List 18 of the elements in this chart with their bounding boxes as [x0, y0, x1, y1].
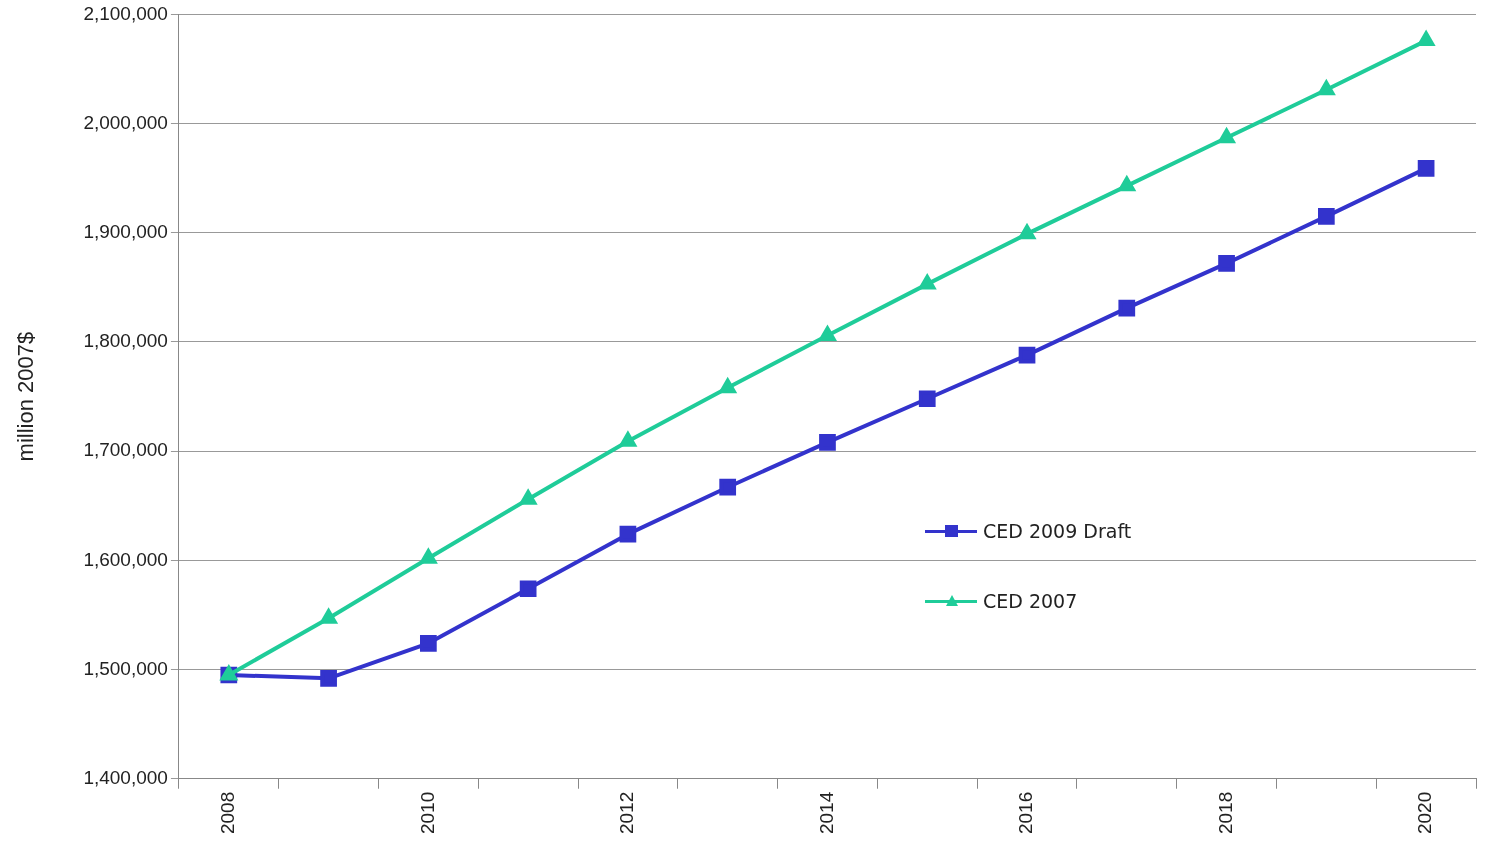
x-tick-label: 2020: [1414, 791, 1436, 835]
y-axis-title: million 2007$: [13, 331, 39, 462]
y-tick-label: 1,700,000: [83, 439, 168, 461]
y-tick-label: 2,000,000: [83, 111, 168, 133]
x-tick-label: 2010: [416, 791, 438, 835]
y-tick-label: 1,800,000: [83, 330, 168, 352]
y-tick-label: 2,100,000: [83, 2, 168, 24]
y-tick-label: 1,600,000: [83, 548, 168, 570]
x-tick-label: 2018: [1214, 791, 1236, 835]
x-tick-label: 2012: [616, 791, 638, 835]
legend-label: CED 2007: [983, 590, 1078, 612]
x-tick-label: 2008: [217, 791, 239, 835]
y-tick-label: 1,400,000: [83, 766, 168, 788]
y-tick-label: 1,900,000: [83, 221, 168, 243]
y-tick-label: 1,500,000: [83, 657, 168, 679]
x-tick-label: 2016: [1015, 791, 1037, 835]
x-tick-label: 2014: [815, 791, 837, 835]
legend-label: CED 2009 Draft: [983, 520, 1132, 542]
